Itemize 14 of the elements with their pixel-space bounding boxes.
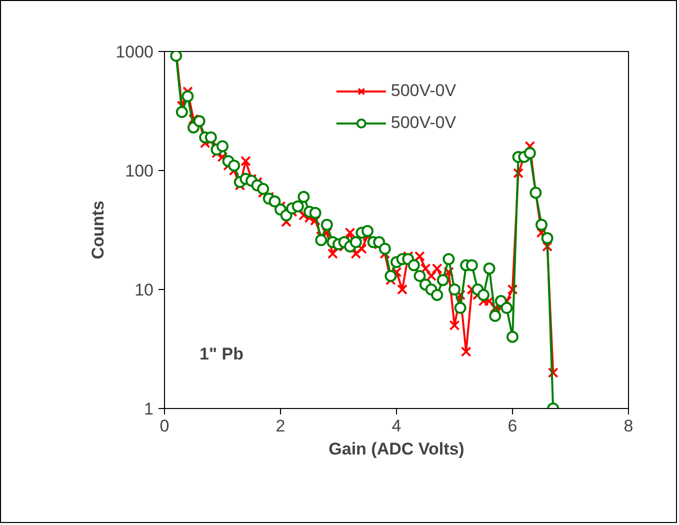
legend-label: 500V-0V (390, 113, 456, 133)
y-axis-title: Counts (88, 200, 108, 260)
x-tick-label: 6 (508, 416, 518, 436)
x-axis-title: Gain (ADC Volts) (328, 440, 464, 458)
x-tick-label: 0 (160, 416, 170, 436)
y-tick-label: 1 (144, 400, 154, 418)
legend-label: 500V-0V (390, 81, 456, 101)
x-tick-label: 8 (624, 416, 634, 436)
y-tick-label: 1000 (116, 42, 154, 62)
x-tick-label: 2 (276, 416, 286, 436)
annotation: 1" Pb (200, 344, 244, 364)
y-tick-label: 100 (125, 162, 154, 180)
y-tick-label: 10 (134, 280, 154, 300)
x-tick-label: 4 (392, 416, 402, 436)
